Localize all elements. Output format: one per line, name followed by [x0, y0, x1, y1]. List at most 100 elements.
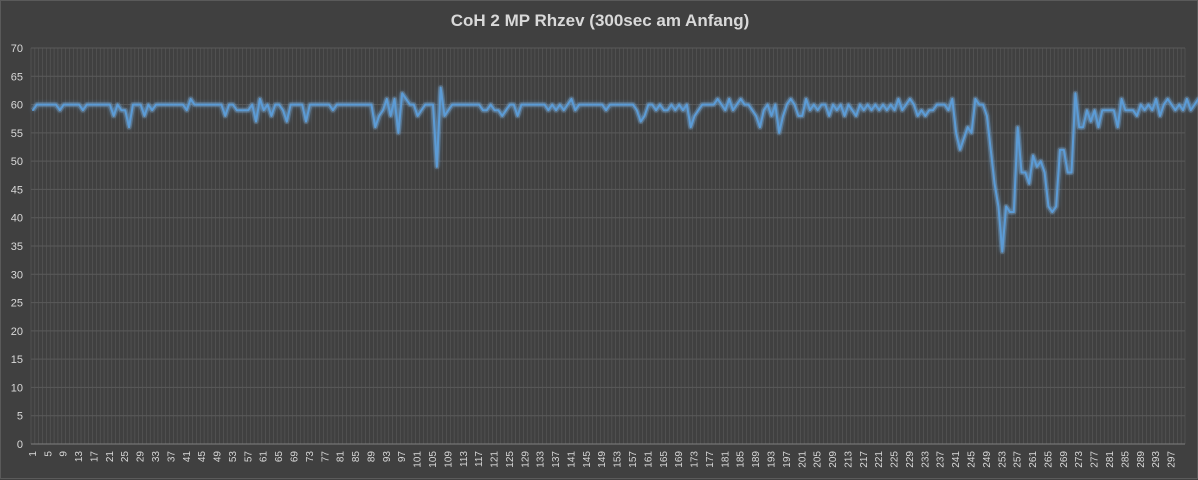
data-point	[321, 104, 323, 106]
x-tick-label: 161	[643, 451, 654, 468]
data-point	[701, 104, 703, 106]
data-point	[490, 104, 492, 106]
data-point	[959, 149, 961, 151]
data-point	[294, 104, 296, 106]
data-point	[1071, 172, 1073, 174]
data-point	[905, 104, 907, 106]
data-point	[144, 115, 146, 117]
data-point	[790, 98, 792, 100]
data-point	[798, 115, 800, 117]
data-point	[1113, 109, 1115, 111]
x-tick-label: 281	[1105, 451, 1116, 468]
data-point	[1175, 109, 1177, 111]
data-point	[663, 109, 665, 111]
data-point	[113, 115, 115, 117]
data-point	[186, 109, 188, 111]
x-tick-label: 109	[443, 451, 454, 468]
data-point	[863, 109, 865, 111]
data-point	[563, 109, 565, 111]
data-point	[436, 166, 438, 168]
data-point	[128, 126, 130, 128]
data-point	[182, 104, 184, 106]
data-point	[217, 104, 219, 106]
data-point	[244, 109, 246, 111]
data-point	[401, 92, 403, 94]
x-tick-label: 17	[89, 451, 100, 463]
data-point	[1125, 109, 1127, 111]
data-point	[348, 104, 350, 106]
data-point	[174, 104, 176, 106]
data-point	[151, 109, 153, 111]
data-point	[925, 115, 927, 117]
data-point	[1117, 126, 1119, 128]
x-tick-label: 241	[951, 451, 962, 468]
data-point	[1167, 98, 1169, 100]
x-tick-label: 217	[859, 451, 870, 468]
x-tick-label: 25	[120, 451, 131, 463]
x-tick-label: 93	[382, 451, 393, 463]
data-point	[875, 104, 877, 106]
data-point	[967, 126, 969, 128]
x-tick-label: 57	[243, 451, 254, 463]
data-point	[944, 104, 946, 106]
data-point	[890, 104, 892, 106]
data-point	[44, 104, 46, 106]
data-point	[382, 109, 384, 111]
data-point	[271, 115, 273, 117]
data-point	[263, 109, 265, 111]
x-tick-label: 269	[1059, 451, 1070, 468]
data-point	[221, 104, 223, 106]
data-point	[805, 98, 807, 100]
data-point	[801, 115, 803, 117]
data-point	[405, 98, 407, 100]
x-tick-label: 257	[1013, 451, 1024, 468]
data-point	[794, 104, 796, 106]
data-point	[909, 98, 911, 100]
x-tick-label: 233	[920, 451, 931, 468]
data-point	[786, 104, 788, 106]
y-tick-label: 10	[11, 382, 23, 394]
data-point	[828, 115, 830, 117]
data-point	[1017, 126, 1019, 128]
x-tick-label: 173	[690, 451, 701, 468]
data-point	[567, 104, 569, 106]
data-point	[601, 104, 603, 106]
data-point	[1040, 160, 1042, 162]
data-point	[632, 104, 634, 106]
x-tick-label: 141	[566, 451, 577, 468]
x-tick-label: 45	[197, 451, 208, 463]
data-point	[578, 104, 580, 106]
data-point	[1063, 149, 1065, 151]
data-point	[121, 109, 123, 111]
data-point	[763, 109, 765, 111]
data-point	[532, 104, 534, 106]
x-tick-label: 181	[720, 451, 731, 468]
data-point	[655, 109, 657, 111]
data-point	[725, 109, 727, 111]
x-tick-label: 261	[1028, 451, 1039, 468]
data-point	[67, 104, 69, 106]
x-tick-label: 117	[474, 451, 485, 467]
data-point	[667, 109, 669, 111]
data-point	[340, 104, 342, 106]
data-point	[367, 104, 369, 106]
data-point	[732, 109, 734, 111]
data-point	[390, 115, 392, 117]
data-point	[324, 104, 326, 106]
x-tick-label: 205	[813, 451, 824, 468]
y-tick-label: 50	[11, 156, 23, 168]
y-tick-label: 35	[11, 241, 23, 253]
x-tick-label: 125	[505, 451, 516, 468]
x-tick-label: 145	[582, 451, 593, 468]
data-point	[951, 98, 953, 100]
x-tick-label: 33	[151, 451, 162, 463]
data-point	[717, 98, 719, 100]
data-point	[355, 104, 357, 106]
x-tick-label: 41	[182, 451, 193, 463]
data-point	[690, 126, 692, 128]
data-point	[713, 104, 715, 106]
data-point	[240, 109, 242, 111]
data-point	[559, 104, 561, 106]
data-point	[1178, 104, 1180, 106]
